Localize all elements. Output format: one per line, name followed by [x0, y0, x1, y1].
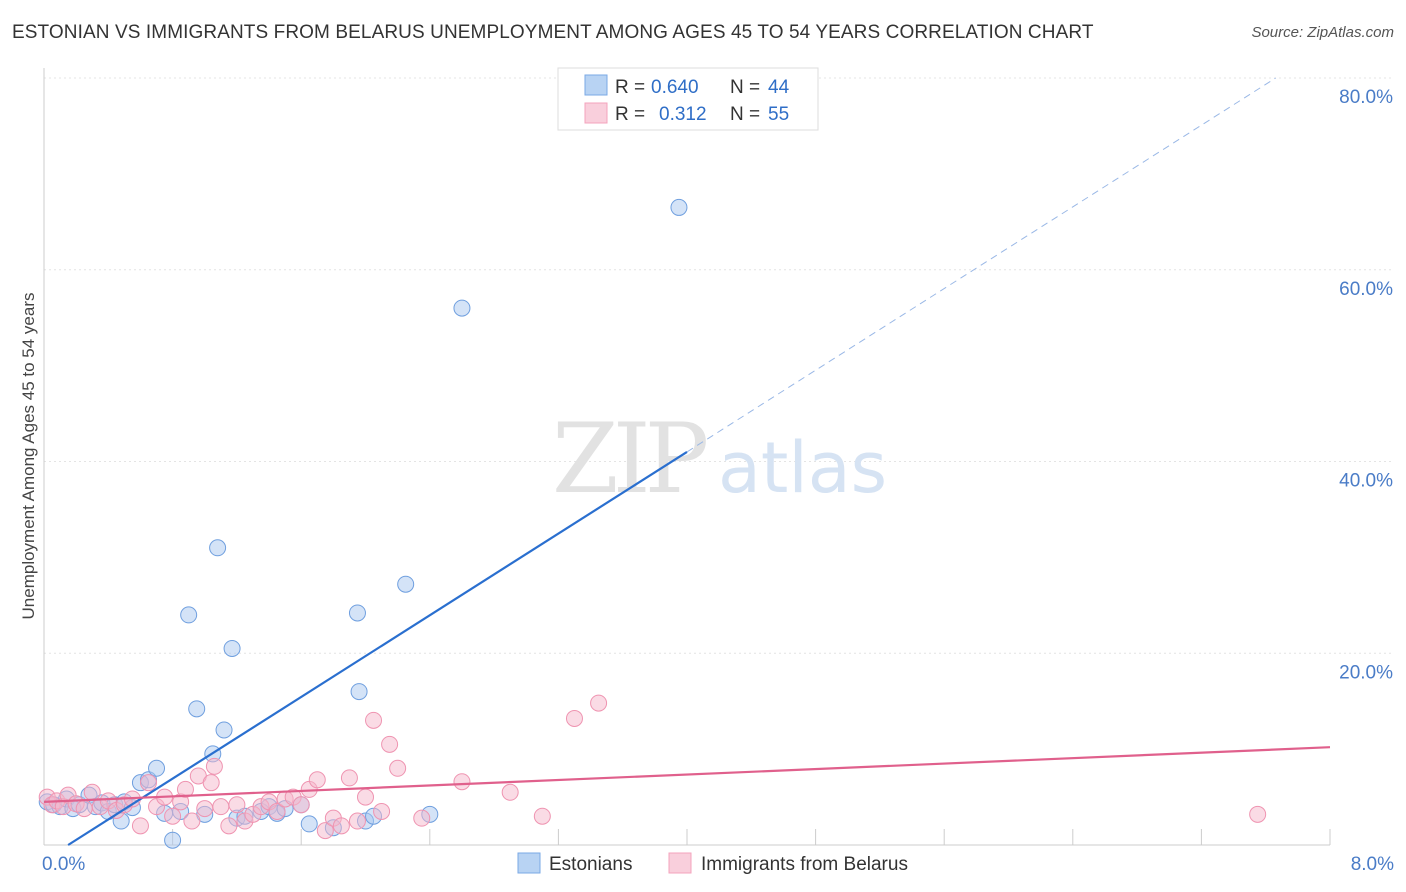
legend-swatch-estonians [584, 74, 608, 96]
point-estonians [350, 683, 368, 701]
point-belarus [590, 694, 608, 712]
point-belarus [533, 807, 551, 825]
point-belarus [413, 809, 431, 827]
point-belarus [183, 812, 201, 830]
y-tick-labels: 20.0% 40.0% 60.0% 80.0% [1339, 87, 1393, 683]
point-belarus [202, 774, 220, 792]
watermark: ZIP atlas [552, 403, 887, 515]
point-estonians [164, 831, 182, 849]
point-estonians [397, 575, 415, 593]
series-legend-label-belarus: Immigrants from Belarus [701, 854, 908, 875]
point-belarus [389, 759, 407, 777]
point-belarus [316, 822, 334, 840]
point-estonians [300, 815, 318, 833]
point-belarus [75, 800, 93, 818]
trend-extension-estonians [686, 77, 1276, 453]
trend-lines [43, 77, 1331, 846]
point-belarus [205, 757, 223, 775]
point-estonians [148, 759, 166, 777]
point-estonians [670, 198, 688, 216]
y-tick-label: 80.0% [1339, 87, 1393, 108]
x-tick-labels: 0.0% 8.0% [42, 854, 1394, 875]
point-belarus [220, 817, 238, 835]
point-belarus [292, 796, 310, 814]
legend-r-value-belarus: 0.312 [659, 104, 707, 125]
series-estonians-points [38, 198, 688, 849]
stats-legend: R = 0.640 N = 44 R = 0.312 N = 55 [557, 67, 819, 131]
trend-line-belarus [43, 746, 1331, 803]
source-credit: Source: ZipAtlas.com [1251, 24, 1394, 41]
point-belarus [332, 817, 350, 835]
point-belarus [381, 735, 399, 753]
grid-lines [44, 77, 1392, 654]
legend-r-value-estonians: 0.640 [651, 77, 699, 98]
legend-n-label-belarus: N = [730, 104, 760, 125]
point-belarus [164, 807, 182, 825]
point-belarus [365, 711, 383, 729]
watermark-zip: ZIP [552, 403, 707, 515]
point-belarus [348, 812, 366, 830]
point-estonians [453, 299, 471, 317]
point-belarus [131, 817, 149, 835]
watermark-atlas: atlas [718, 427, 887, 509]
chart-title: ESTONIAN VS IMMIGRANTS FROM BELARUS UNEM… [12, 22, 1094, 43]
point-belarus [373, 802, 391, 820]
legend-r-label-belarus: R = [615, 104, 645, 125]
point-belarus [1249, 805, 1267, 823]
point-belarus [268, 802, 286, 820]
series-legend-swatch-belarus [668, 852, 692, 874]
legend-n-value-belarus: 55 [768, 104, 789, 125]
point-belarus [228, 796, 246, 814]
y-tick-label: 20.0% [1339, 662, 1393, 683]
point-estonians [180, 606, 198, 624]
point-belarus [565, 709, 583, 727]
point-estonians [215, 721, 233, 739]
point-belarus [340, 769, 358, 787]
point-belarus [139, 774, 157, 792]
x-tick-label-max: 8.0% [1351, 854, 1394, 875]
legend-swatch-belarus [584, 102, 608, 124]
series-legend-swatch-estonians [517, 852, 541, 874]
point-belarus [453, 773, 471, 791]
point-belarus [308, 771, 326, 789]
x-tick-label-min: 0.0% [42, 854, 85, 875]
point-belarus [176, 780, 194, 798]
legend-n-value-estonians: 44 [768, 77, 790, 98]
point-belarus [357, 788, 374, 806]
series-belarus-points [38, 694, 1267, 840]
y-tick-label: 60.0% [1339, 279, 1393, 300]
y-tick-label: 40.0% [1339, 471, 1393, 492]
trend-line-estonians [67, 450, 688, 846]
legend-n-label-estonians: N = [730, 77, 760, 98]
point-belarus [501, 783, 519, 801]
series-legend-label-estonians: Estonians [549, 854, 632, 875]
axes [43, 68, 1331, 846]
legend-r-label-estonians: R = [615, 77, 645, 98]
point-belarus [83, 783, 101, 801]
point-estonians [223, 639, 241, 657]
series-legend: Estonians Immigrants from Belarus [517, 852, 908, 875]
y-axis-label: Unemployment Among Ages 45 to 54 years [19, 293, 38, 620]
point-estonians [209, 539, 227, 557]
point-belarus [196, 800, 214, 818]
point-estonians [348, 604, 366, 622]
point-belarus [212, 798, 230, 816]
point-estonians [188, 700, 206, 718]
